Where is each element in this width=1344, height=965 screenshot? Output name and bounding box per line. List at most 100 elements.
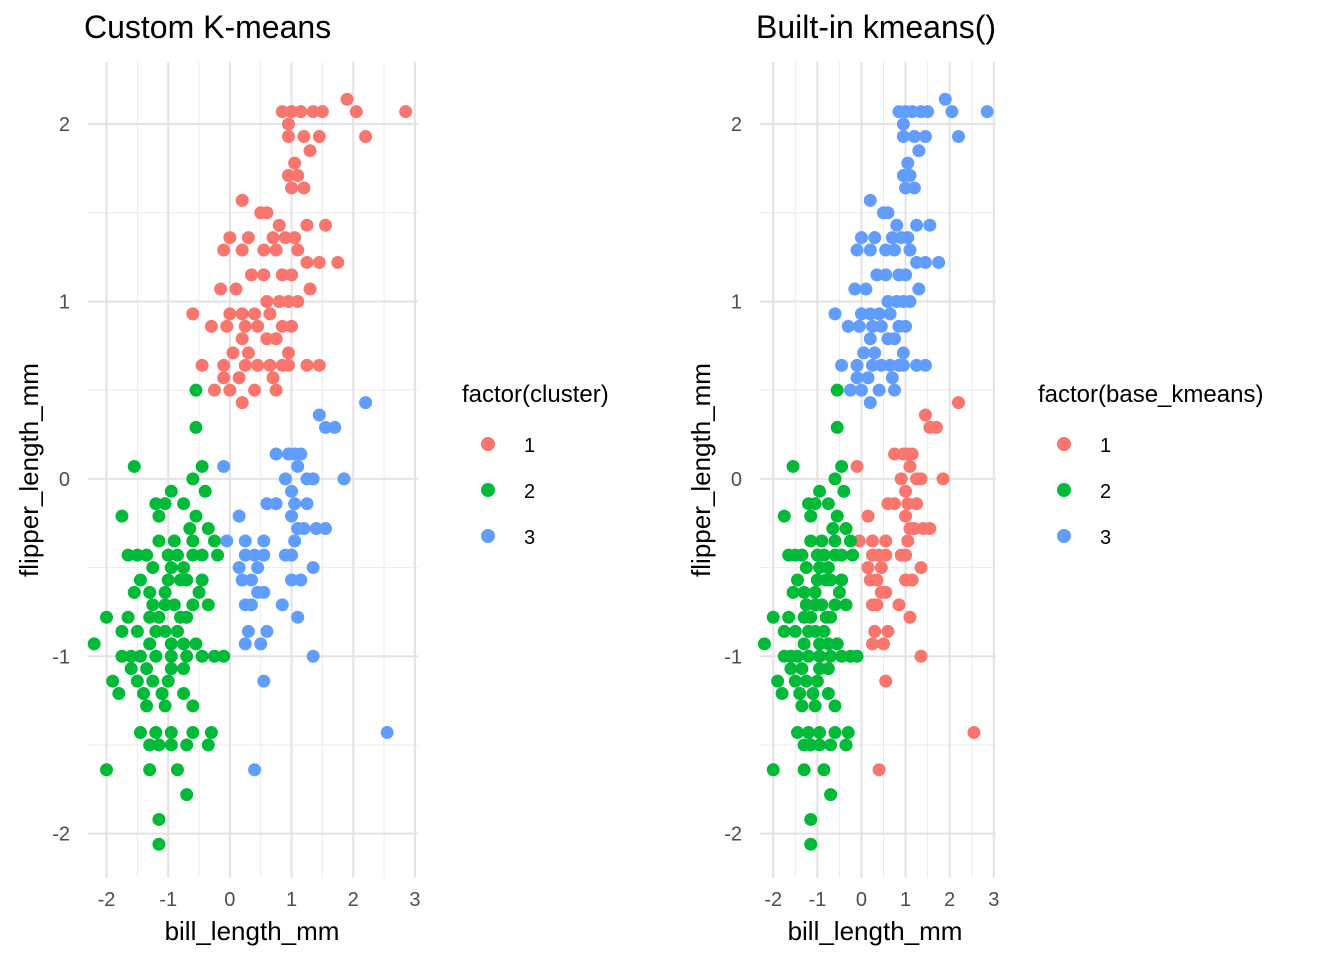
- data-point-cluster-1: [235, 396, 249, 410]
- data-point-cluster-3: [863, 243, 877, 257]
- data-point-cluster-1: [257, 243, 271, 257]
- data-point-cluster-2: [204, 726, 218, 740]
- data-point-cluster-2: [837, 484, 851, 498]
- data-point-cluster-3: [899, 268, 913, 282]
- data-point-cluster-2: [186, 472, 200, 486]
- data-point-cluster-3: [291, 610, 305, 624]
- data-point-cluster-2: [152, 837, 166, 851]
- data-point-cluster-1: [312, 255, 326, 269]
- data-point-cluster-3: [888, 243, 902, 257]
- data-point-cluster-3: [238, 534, 252, 548]
- x-tick-label: -2: [98, 889, 116, 911]
- data-point-cluster-3: [850, 243, 864, 257]
- data-point-cluster-3: [318, 522, 332, 536]
- data-point-cluster-1: [223, 231, 237, 245]
- data-point-cluster-1: [260, 332, 274, 346]
- data-point-cluster-2: [830, 637, 844, 651]
- data-point-cluster-2: [804, 812, 818, 826]
- data-point-cluster-2: [795, 662, 809, 676]
- data-point-cluster-2: [177, 561, 191, 575]
- data-point-cluster-1: [226, 346, 240, 360]
- data-point-cluster-2: [826, 522, 840, 536]
- data-point-cluster-3: [380, 726, 394, 740]
- data-point-cluster-3: [896, 117, 910, 131]
- data-point-cluster-1: [214, 282, 228, 296]
- data-point-cluster-1: [894, 472, 908, 486]
- data-point-cluster-2: [201, 738, 215, 752]
- data-point-cluster-1: [315, 105, 329, 119]
- data-point-cluster-1: [905, 573, 919, 587]
- data-point-cluster-1: [312, 130, 326, 144]
- data-point-cluster-2: [158, 497, 172, 511]
- data-point-cluster-1: [238, 358, 252, 372]
- data-point-cluster-3: [872, 307, 886, 321]
- data-point-cluster-1: [269, 383, 283, 397]
- data-point-cluster-2: [797, 738, 811, 752]
- data-point-cluster-1: [879, 534, 893, 548]
- data-point-cluster-2: [186, 699, 200, 713]
- data-point-cluster-2: [133, 726, 147, 740]
- data-point-cluster-3: [241, 624, 255, 638]
- data-point-cluster-3: [288, 534, 302, 548]
- data-point-cluster-3: [910, 218, 924, 232]
- data-point-cluster-3: [248, 763, 262, 777]
- data-point-cluster-2: [195, 649, 209, 663]
- data-point-cluster-1: [281, 358, 295, 372]
- data-point-cluster-3: [257, 674, 271, 688]
- data-point-cluster-1: [291, 243, 305, 257]
- data-point-cluster-1: [881, 624, 895, 638]
- data-point-cluster-2: [804, 509, 818, 523]
- data-point-cluster-2: [189, 420, 203, 434]
- data-point-cluster-1: [865, 534, 879, 548]
- data-point-cluster-2: [786, 585, 800, 599]
- data-point-cluster-3: [828, 307, 842, 321]
- data-point-cluster-2: [100, 763, 114, 777]
- data-point-cluster-2: [788, 624, 802, 638]
- data-point-cluster-2: [821, 687, 835, 701]
- data-point-cluster-2: [813, 726, 827, 740]
- data-point-cluster-2: [146, 674, 160, 688]
- data-point-cluster-1: [870, 573, 884, 587]
- data-point-cluster-3: [921, 105, 935, 119]
- data-point-cluster-3: [232, 509, 246, 523]
- data-point-cluster-2: [152, 812, 166, 826]
- data-point-cluster-2: [799, 561, 813, 575]
- x-axis-title: bill_length_mm: [788, 916, 963, 946]
- data-point-cluster-2: [186, 534, 200, 548]
- y-tick-label: 2: [59, 114, 70, 136]
- data-point-cluster-1: [272, 294, 286, 308]
- data-point-cluster-2: [835, 548, 849, 562]
- data-point-cluster-2: [766, 763, 780, 777]
- data-point-cluster-2: [106, 674, 120, 688]
- data-point-cluster-1: [238, 319, 252, 333]
- data-point-cluster-2: [804, 534, 818, 548]
- data-point-cluster-1: [235, 307, 249, 321]
- data-point-cluster-1: [285, 268, 299, 282]
- x-tick-label: 3: [409, 889, 420, 911]
- data-point-cluster-2: [804, 610, 818, 624]
- data-point-cluster-2: [777, 624, 791, 638]
- data-point-cluster-1: [914, 561, 928, 575]
- data-point-cluster-2: [164, 726, 178, 740]
- data-point-cluster-3: [863, 396, 877, 410]
- data-point-cluster-1: [359, 130, 373, 144]
- data-point-cluster-3: [868, 231, 882, 245]
- data-point-cluster-1: [914, 472, 928, 486]
- data-point-cluster-3: [285, 484, 299, 498]
- data-point-cluster-2: [810, 674, 824, 688]
- data-point-cluster-1: [306, 105, 320, 119]
- data-point-cluster-2: [180, 788, 194, 802]
- data-point-cluster-1: [285, 105, 299, 119]
- data-point-cluster-1: [257, 268, 271, 282]
- data-point-cluster-1: [892, 598, 906, 612]
- y-tick-label: -1: [724, 646, 742, 668]
- data-point-cluster-2: [115, 509, 129, 523]
- data-point-cluster-3: [888, 332, 902, 346]
- data-point-cluster-1: [865, 637, 879, 651]
- data-point-cluster-2: [180, 573, 194, 587]
- data-point-cluster-1: [303, 144, 317, 158]
- data-point-cluster-3: [872, 383, 886, 397]
- data-point-cluster-2: [802, 649, 816, 663]
- data-point-cluster-2: [121, 610, 135, 624]
- data-point-cluster-2: [841, 726, 855, 740]
